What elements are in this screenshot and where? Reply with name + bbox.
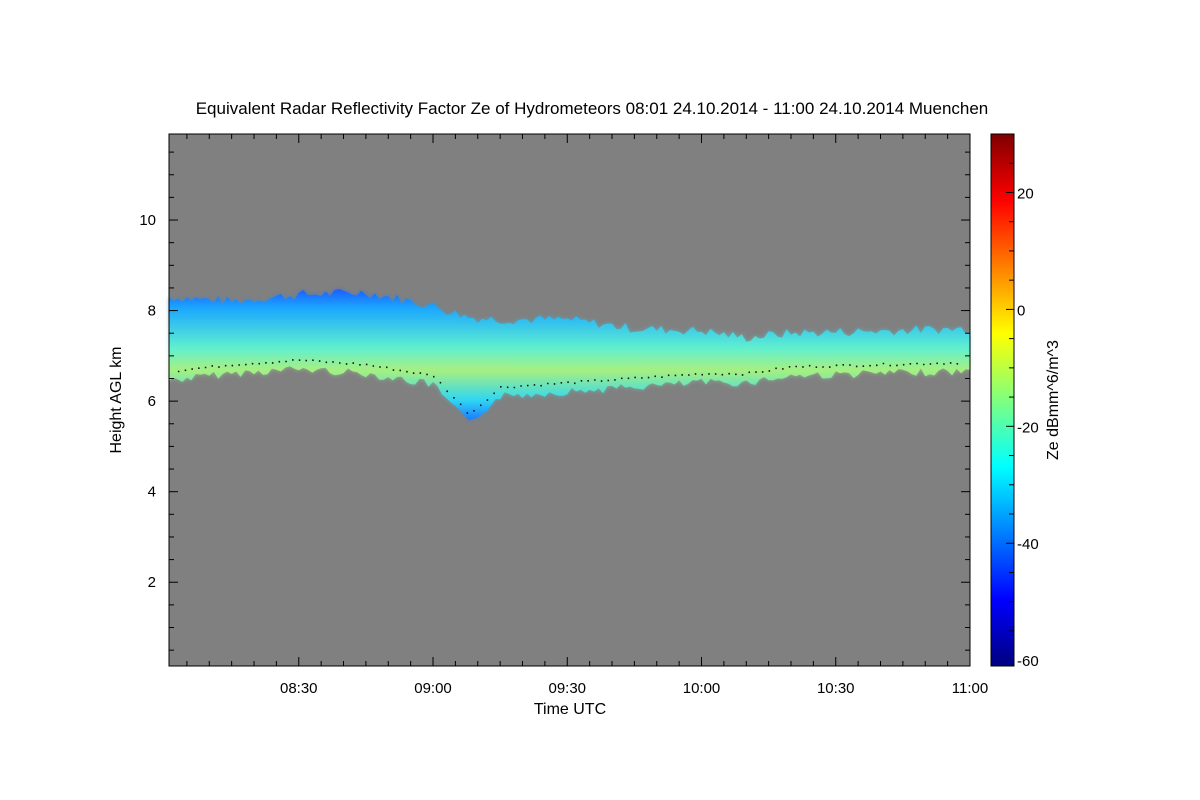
- y-tick-label: 6: [148, 393, 156, 410]
- y-tick-label: 8: [148, 303, 156, 320]
- cloud-base-detection: [177, 359, 959, 414]
- colorbar-axis: 20 0 -20 -40 -60: [1006, 162, 1039, 670]
- reflectivity-data: [169, 289, 970, 421]
- x-tick-label: 09:30: [548, 680, 586, 697]
- colorbar-tick-label: 0: [1017, 302, 1025, 319]
- chart-title: Equivalent Radar Reflectivity Factor Ze …: [196, 99, 989, 118]
- y-tick-label: 2: [148, 574, 156, 591]
- colorbar-tick-label: -40: [1017, 536, 1039, 553]
- plot-area: [169, 134, 970, 666]
- x-tick-label: 11:00: [952, 680, 988, 697]
- colorbar-label: Ze dBmm^6/m^3: [1045, 340, 1062, 460]
- cloud-layer-texture: [169, 289, 970, 421]
- x-tick-label: 09:00: [414, 680, 452, 697]
- colorbar-tick-label: 20: [1017, 185, 1034, 202]
- x-axis: 08:30 09:00 09:30 10:00 10:30 11:00: [186, 134, 988, 697]
- x-tick-label: 10:30: [817, 680, 855, 697]
- y-axis: 2 4 6 8 10: [139, 151, 970, 651]
- colorbar-tick-label: -20: [1017, 419, 1039, 436]
- colorbar-tick-label: -60: [1017, 653, 1039, 670]
- x-tick-label: 08:30: [280, 680, 318, 697]
- x-tick-label: 10:00: [683, 680, 721, 697]
- y-axis-label: Height AGL km: [108, 346, 125, 453]
- y-tick-label: 4: [148, 484, 156, 501]
- colorbar: [990, 133, 1015, 667]
- plot-frame: [168, 133, 971, 667]
- y-tick-label: 10: [139, 212, 156, 229]
- x-axis-label: Time UTC: [534, 701, 606, 718]
